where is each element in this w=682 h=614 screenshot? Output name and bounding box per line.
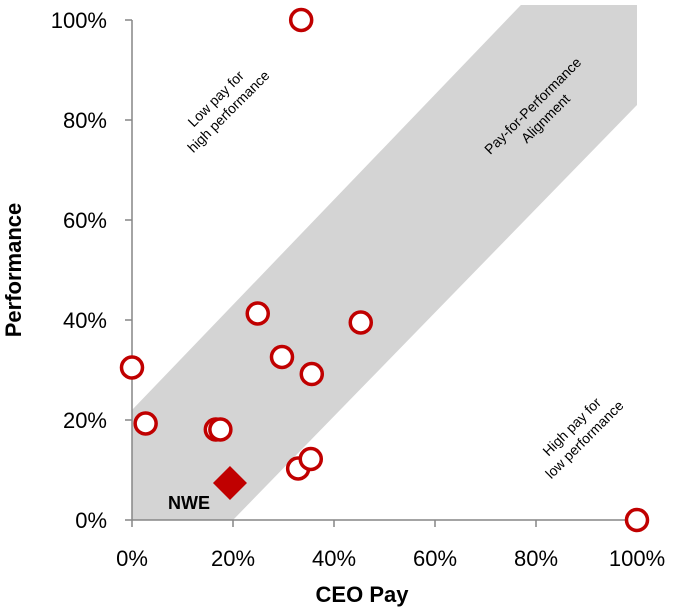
peer-point-circle (288, 7, 314, 33)
annotation-low-pay-high-performance: Low pay for high performance (184, 67, 273, 156)
y-tick-label: 0% (75, 508, 107, 533)
x-axis-title: CEO Pay (316, 582, 410, 607)
x-tick-label: 60% (413, 546, 457, 571)
x-tick-label: 80% (514, 546, 558, 571)
alignment-band-layer (132, 5, 637, 520)
nwe-label: NWE (168, 493, 210, 513)
x-tick-label: 100% (609, 546, 665, 571)
x-tick-label: 0% (116, 546, 148, 571)
peer-point-circle (133, 411, 158, 436)
peer-point-circle (348, 310, 374, 335)
axis-ticks: 0% 20% 40% 60% 80% 100% 0% 20% 40% 60% 80% 100% (51, 8, 665, 571)
y-tick-label: 40% (63, 308, 107, 333)
axes (131, 20, 637, 521)
data-points (119, 7, 650, 533)
nwe-point-diamond (212, 466, 247, 500)
y-tick-label: 60% (63, 208, 107, 233)
annotation-high-pay-low-performance: High pay for low performance (539, 394, 626, 482)
y-axis-title: Performance (1, 203, 26, 338)
y-tick-label: 100% (51, 8, 107, 33)
alignment-band (132, 5, 637, 520)
peer-point-circle (119, 355, 145, 380)
x-tick-label: 40% (312, 546, 356, 571)
peer-point-circle (208, 417, 233, 442)
x-tick-label: 20% (211, 546, 255, 571)
peer-point-circle (245, 301, 270, 326)
peer-point-circle (299, 361, 325, 387)
peer-point-circle (269, 344, 295, 370)
y-tick-label: 20% (63, 408, 107, 433)
y-tick-label: 80% (63, 108, 107, 133)
peer-point-circle (298, 446, 324, 472)
peer-point-circle (624, 507, 650, 533)
